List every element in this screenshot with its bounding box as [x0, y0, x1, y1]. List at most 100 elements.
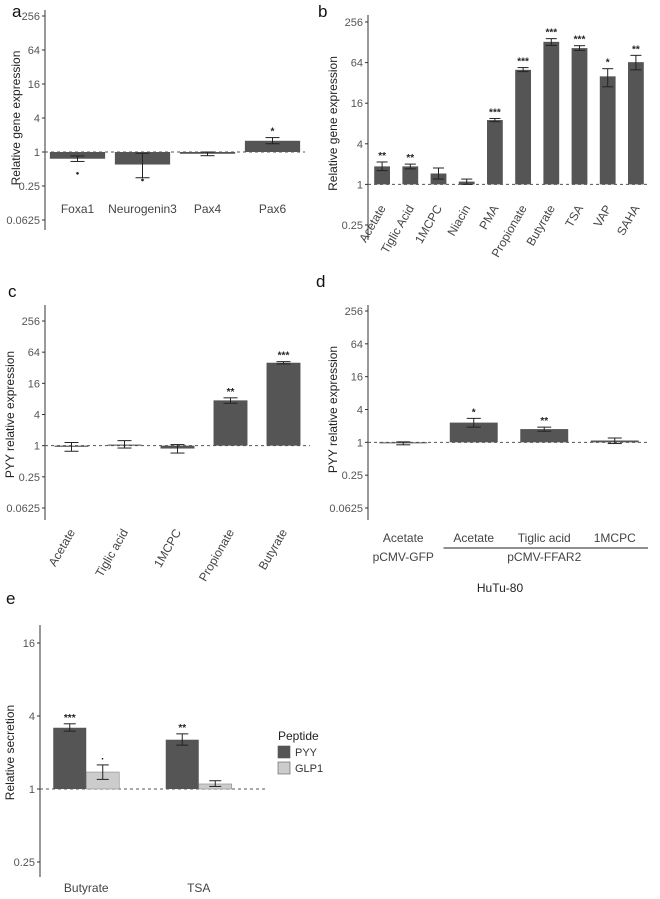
- significance-label: **: [178, 723, 186, 734]
- y-tick-label: 256: [345, 17, 363, 29]
- group-label: pCMV-GFP: [373, 550, 434, 564]
- bar-pyy: [53, 727, 87, 789]
- panel-letter-c: c: [8, 282, 17, 301]
- category-label: SAHA: [614, 203, 642, 238]
- significance-label: **: [632, 44, 640, 55]
- outlier-dot: [76, 171, 79, 175]
- y-tick-label: 0.25: [342, 220, 363, 232]
- panel-e: e 16 4 1 0.25 Relative secretion *** · Butyrate *…: [3, 589, 323, 895]
- panel-a: a 256 64 16 4 1 0.25 0.0625 Relative gene expres…: [6, 2, 305, 230]
- y-tick-label: 0.25: [342, 470, 363, 482]
- y-tick-label: 0.25: [19, 472, 40, 484]
- category-label: PMA: [476, 203, 501, 233]
- cell-line-caption: HuTu-80: [477, 581, 524, 595]
- panel-c: c 256 64 16 4 1 0.25 0.0625 PYY relative express…: [3, 282, 310, 584]
- category-label: Pax6: [259, 202, 287, 216]
- y-tick-label: 16: [351, 98, 363, 110]
- legend-label-pyy: PYY: [295, 747, 318, 759]
- y-tick-label: 16: [23, 638, 35, 650]
- y-tick-label: 4: [34, 410, 40, 422]
- y-tick-label: 0.0625: [6, 503, 40, 515]
- y-tick-label: 0.0625: [6, 215, 40, 227]
- y-tick-label: 1: [29, 784, 35, 796]
- panel-letter-d: d: [316, 272, 325, 291]
- y-tick-label: 4: [357, 405, 363, 417]
- category-label: Propionate: [196, 526, 237, 584]
- bar: [515, 69, 531, 185]
- category-label: VAP: [591, 203, 615, 230]
- category-label: 1MCPC: [151, 526, 184, 570]
- outlier-dot: [141, 178, 144, 182]
- y-axis-label: PYY relative expression: [3, 351, 17, 478]
- y-tick-label: 1: [34, 147, 40, 159]
- y-tick-label: 64: [351, 339, 363, 351]
- bar: [520, 429, 569, 443]
- significance-label: **: [540, 416, 548, 427]
- category-label: Acetate: [46, 526, 79, 569]
- y-axis-label: Relative gene expression: [326, 56, 340, 191]
- bar: [487, 120, 503, 185]
- category-label: TSA: [562, 203, 586, 230]
- bar: [543, 41, 560, 185]
- category-label: Neurogenin3: [108, 202, 177, 216]
- bar: [49, 152, 106, 159]
- significance-label: ***: [64, 713, 76, 724]
- y-tick-label: 16: [351, 372, 363, 384]
- significance-label: ***: [278, 351, 290, 362]
- bar: [266, 362, 301, 446]
- category-label: 1MCPC: [412, 202, 445, 246]
- significance-label: ·: [101, 754, 104, 765]
- y-tick-label: 4: [29, 711, 35, 723]
- significance-label: ***: [574, 35, 586, 46]
- y-tick-label: 16: [28, 79, 40, 91]
- bar: [599, 76, 616, 185]
- bar: [402, 166, 419, 185]
- bar: [449, 422, 498, 443]
- y-tick-label: 256: [22, 11, 40, 23]
- y-tick-label: 64: [351, 58, 363, 70]
- y-tick-label: 64: [28, 347, 40, 359]
- significance-label: **: [406, 153, 414, 164]
- legend-swatch-pyy: [277, 745, 291, 759]
- significance-label: *: [472, 407, 476, 418]
- category-label: Acetate: [383, 531, 424, 545]
- significance-label: *: [606, 58, 610, 69]
- category-label: Tiglic acid: [518, 531, 571, 545]
- category-label: Tiglic acid: [93, 527, 132, 580]
- significance-label: *: [271, 127, 275, 138]
- y-tick-label: 256: [345, 306, 363, 318]
- significance-label: ***: [489, 107, 501, 118]
- category-label: TSA: [187, 881, 210, 895]
- significance-label: **: [378, 151, 386, 162]
- y-tick-label: 0.25: [19, 181, 40, 193]
- significance-label: **: [227, 387, 235, 398]
- y-tick-label: 1: [357, 179, 363, 191]
- group-label: pCMV-FFAR2: [507, 550, 581, 564]
- legend-label-glp1: GLP1: [295, 763, 323, 775]
- y-tick-label: 1: [357, 437, 363, 449]
- category-label: Pax4: [194, 202, 222, 216]
- legend-title: Peptide: [278, 729, 319, 743]
- legend-swatch-glp1: [277, 761, 291, 775]
- y-tick-label: 4: [357, 139, 363, 151]
- panel-letter-a: a: [12, 2, 22, 21]
- significance-label: ***: [545, 28, 557, 39]
- bar-pyy: [165, 739, 199, 789]
- panel-letter-e: e: [6, 589, 15, 608]
- y-tick-label: 1: [34, 441, 40, 453]
- y-tick-label: 0.25: [14, 857, 35, 869]
- category-label: 1MCPC: [594, 531, 636, 545]
- category-label: Niacin: [444, 203, 473, 239]
- y-tick-label: 64: [28, 45, 40, 57]
- y-tick-label: 256: [22, 316, 40, 328]
- significance-label: ***: [517, 57, 529, 68]
- bar: [571, 48, 588, 185]
- category-label: Butyrate: [64, 881, 109, 895]
- category-label: Foxa1: [61, 202, 95, 216]
- category-label: Butyrate: [256, 526, 291, 572]
- y-axis-label: Relative secretion: [3, 705, 17, 800]
- y-axis-label: Relative gene expression: [9, 51, 23, 186]
- y-axis-label: PYY relative expression: [326, 346, 340, 473]
